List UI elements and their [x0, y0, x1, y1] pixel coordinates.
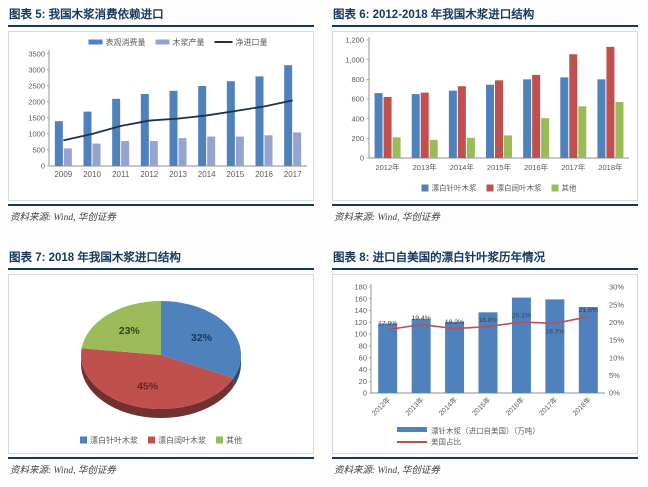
chart6-panel: 图表 6: 2012-2018 年我国木浆进口结构 0 200 400 600 800 1… — [324, 0, 648, 243]
svg-text:0%: 0% — [609, 389, 620, 398]
svg-text:2012: 2012 — [140, 170, 158, 179]
svg-text:其他: 其他 — [562, 183, 577, 193]
svg-text:60: 60 — [359, 353, 367, 362]
svg-text:2015年: 2015年 — [487, 162, 512, 172]
svg-text:漂白阔叶木浆: 漂白阔叶木浆 — [158, 435, 206, 445]
svg-text:20.1%: 20.1% — [512, 312, 531, 319]
svg-text:21.6%: 21.6% — [579, 307, 598, 314]
svg-text:45%: 45% — [137, 381, 159, 393]
chart8-canvas: 0 20 40 60 80 100 120 140 160 180 0% 5% 10% 15% 20% 25%… — [354, 283, 624, 447]
svg-text:800: 800 — [351, 75, 364, 84]
svg-text:25%: 25% — [609, 300, 624, 309]
svg-text:1,200: 1,200 — [345, 36, 364, 45]
svg-text:140: 140 — [354, 306, 367, 315]
svg-text:2013年: 2013年 — [403, 395, 425, 417]
svg-text:2016年: 2016年 — [504, 395, 526, 417]
svg-text:23%: 23% — [119, 325, 141, 337]
chart7-source: 资料来源: Wind, 华创证券 — [8, 457, 314, 476]
svg-text:2014: 2014 — [198, 170, 216, 179]
svg-text:120: 120 — [354, 318, 367, 327]
svg-text:2012年: 2012年 — [375, 162, 400, 172]
svg-text:80: 80 — [359, 341, 367, 350]
svg-text:2500: 2500 — [28, 82, 45, 91]
svg-text:15%: 15% — [609, 336, 624, 345]
svg-text:3500: 3500 — [28, 50, 45, 59]
chart6-title: 图表 6: 2012-2018 年我国木浆进口结构 — [332, 4, 638, 27]
svg-text:2010: 2010 — [83, 170, 101, 179]
svg-text:400: 400 — [351, 114, 364, 123]
chart8-figure: 0 20 40 60 80 100 120 140 160 180 0% 5% 10% 15% 20% 25%… — [332, 274, 638, 454]
svg-text:2013年: 2013年 — [413, 162, 438, 172]
svg-text:1500: 1500 — [28, 114, 45, 123]
svg-text:净进口量: 净进口量 — [236, 37, 268, 47]
chart8-source: 资料来源: Wind, 华创证券 — [332, 457, 638, 476]
svg-text:2015: 2015 — [226, 170, 244, 179]
svg-text:40: 40 — [359, 365, 367, 374]
svg-text:2014年: 2014年 — [450, 162, 475, 172]
svg-text:19.4%: 19.4% — [412, 315, 431, 322]
svg-text:木浆产量: 木浆产量 — [173, 37, 205, 47]
svg-text:32%: 32% — [191, 332, 213, 344]
svg-text:20: 20 — [359, 377, 367, 386]
chart8-panel: 图表 8: 进口自美国的漂白针叶浆历年情况 0 20 40 60 80 100 120 140… — [324, 243, 648, 487]
svg-text:2000: 2000 — [28, 98, 45, 107]
svg-text:20%: 20% — [609, 318, 624, 327]
chart5-canvas: 表观消费量 木浆产量 净进口量 0 500 1000 1500 2000 2500 3000 350… — [28, 37, 307, 179]
svg-text:0: 0 — [360, 154, 364, 163]
svg-text:30%: 30% — [609, 283, 624, 292]
svg-text:1,000: 1,000 — [345, 55, 364, 64]
svg-text:2018年: 2018年 — [570, 395, 592, 417]
svg-text:2015年: 2015年 — [470, 395, 492, 417]
svg-text:美国占比: 美国占比 — [431, 437, 461, 447]
svg-text:0: 0 — [41, 162, 45, 171]
svg-text:2009: 2009 — [54, 170, 72, 179]
svg-text:漂针木浆（进口自美国）（万吨）: 漂针木浆（进口自美国）（万吨） — [431, 426, 540, 436]
svg-text:100: 100 — [354, 330, 367, 339]
chart6-source: 资料来源: Wind, 华创证券 — [332, 204, 638, 223]
svg-text:18.8%: 18.8% — [478, 317, 497, 324]
svg-text:2012年: 2012年 — [370, 395, 392, 417]
chart7-figure: 32% 45% 23% 漂白针叶木浆 漂白阔叶木浆 其他 — [8, 274, 314, 454]
chart7-panel: 图表 7: 2018 年我国木浆进口结构 32% 45% 23% 漂白针叶木浆 漂白阔叶… — [0, 243, 324, 487]
chart8-title: 图表 8: 进口自美国的漂白针叶浆历年情况 — [332, 247, 638, 270]
chart5-figure: 表观消费量 木浆产量 净进口量 0 500 1000 1500 2000 2500 3000 350… — [8, 31, 314, 201]
svg-text:2018年: 2018年 — [598, 162, 623, 172]
svg-text:2017: 2017 — [284, 170, 302, 179]
svg-text:5%: 5% — [609, 371, 620, 380]
svg-text:漂白针叶木浆: 漂白针叶木浆 — [90, 435, 138, 445]
svg-text:2017年: 2017年 — [561, 162, 586, 172]
svg-text:17.9%: 17.9% — [378, 320, 397, 327]
svg-text:2016年: 2016年 — [524, 162, 549, 172]
chart5-panel: 图表 5: 我国木浆消费依赖进口 表观消费量 木浆产量 净进口量 0 500 1000 15… — [0, 0, 324, 243]
svg-text:500: 500 — [32, 146, 45, 155]
svg-text:1000: 1000 — [28, 130, 45, 139]
svg-text:180: 180 — [354, 283, 367, 292]
svg-text:2013: 2013 — [169, 170, 187, 179]
svg-text:19.7%: 19.7% — [545, 328, 564, 335]
chart6-canvas: 0 200 400 600 800 1,000 1,200 2012年 2013年 2014年 20… — [345, 36, 629, 193]
chart6-figure: 0 200 400 600 800 1,000 1,200 2012年 2013年 2014年 20… — [332, 31, 638, 201]
svg-text:3000: 3000 — [28, 66, 45, 75]
svg-text:漂白针叶木浆: 漂白针叶木浆 — [432, 183, 477, 193]
chart7-title: 图表 7: 2018 年我国木浆进口结构 — [8, 247, 314, 270]
svg-text:表观消费量: 表观消费量 — [106, 37, 146, 47]
chart5-source: 资料来源: Wind, 华创证券 — [8, 204, 314, 223]
svg-text:漂白阔叶木浆: 漂白阔叶木浆 — [497, 183, 542, 193]
svg-text:2017年: 2017年 — [537, 395, 559, 417]
svg-text:2014年: 2014年 — [437, 395, 459, 417]
svg-text:18.2%: 18.2% — [445, 319, 464, 326]
svg-text:160: 160 — [354, 294, 367, 303]
svg-text:0: 0 — [363, 389, 367, 398]
chart5-title: 图表 5: 我国木浆消费依赖进口 — [8, 4, 314, 27]
svg-text:其他: 其他 — [226, 435, 242, 445]
svg-text:600: 600 — [351, 95, 364, 104]
svg-text:200: 200 — [351, 134, 364, 143]
svg-text:2011: 2011 — [112, 170, 130, 179]
svg-text:2016: 2016 — [255, 170, 273, 179]
svg-text:10%: 10% — [609, 353, 624, 362]
chart7-canvas: 32% 45% 23% 漂白针叶木浆 漂白阔叶木浆 其他 — [80, 301, 242, 445]
